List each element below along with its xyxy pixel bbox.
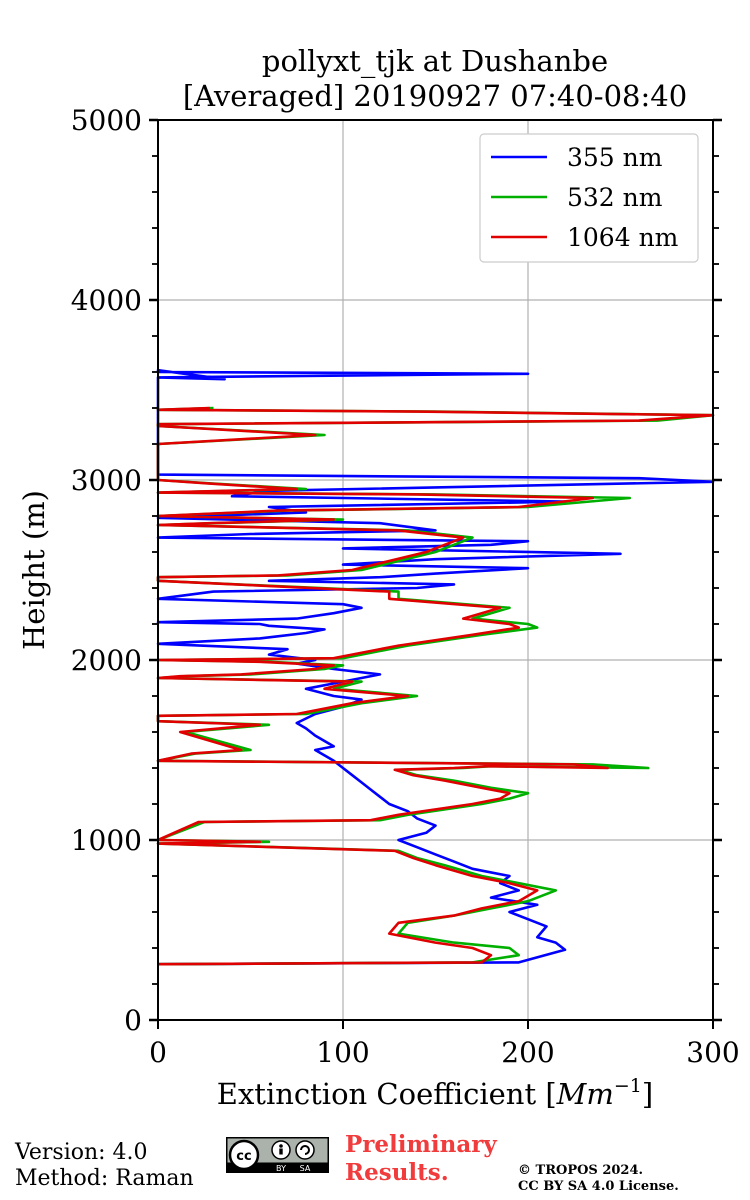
preliminary-notice: Preliminary Results.: [345, 1131, 497, 1186]
version-text: Version: 4.0: [15, 1140, 148, 1165]
legend-label: 1064 nm: [567, 223, 679, 252]
svg-text:SA: SA: [300, 1164, 311, 1173]
legend: 355 nm 532 nm 1064 nm: [479, 133, 699, 263]
x-tick-label: 300: [686, 1036, 739, 1069]
x-tick-label: 0: [149, 1036, 167, 1069]
chart-title-line1: pollyxt_tjk at Dushanbe: [262, 44, 608, 79]
svg-text:BY: BY: [276, 1164, 286, 1173]
y-tick-label: 5000: [71, 104, 142, 137]
series-line-355-nm: [156, 368, 715, 966]
cc-license-badge: cc BY SA: [226, 1137, 329, 1173]
series-line-532-nm: [156, 406, 715, 966]
y-tick-label: 1000: [71, 824, 142, 857]
copyright-notice: © TROPOS 2024. CC BY SA 4.0 License.: [518, 1163, 679, 1194]
legend-label: 532 nm: [567, 183, 663, 212]
series-layer: [156, 368, 715, 966]
y-tick-label: 2000: [71, 644, 142, 677]
legend-box: [479, 133, 699, 263]
sa-icon: [295, 1140, 315, 1160]
footer-info: Version: 4.0 Method: Raman: [15, 1140, 194, 1192]
chart-title-line2: [Averaged] 20190927 07:40-08:40: [183, 79, 687, 113]
y-tick-label: 4000: [71, 284, 142, 317]
y-tick-label: 0: [124, 1004, 142, 1037]
y-axis-label: Height (m): [17, 490, 51, 650]
cc-icon: [228, 1139, 260, 1171]
x-tick-label: 200: [501, 1036, 554, 1069]
legend-label: 355 nm: [567, 143, 663, 172]
plot-frame: [157, 119, 714, 1021]
y-tick-label: 3000: [71, 464, 142, 497]
method-text: Method: Raman: [15, 1166, 194, 1191]
series-line-1064-nm: [156, 406, 715, 966]
x-tick-label: 100: [316, 1036, 369, 1069]
svg-text:cc: cc: [236, 1149, 251, 1164]
x-axis-label: Extinction Coefficient [Mm−1]: [217, 1075, 653, 1111]
